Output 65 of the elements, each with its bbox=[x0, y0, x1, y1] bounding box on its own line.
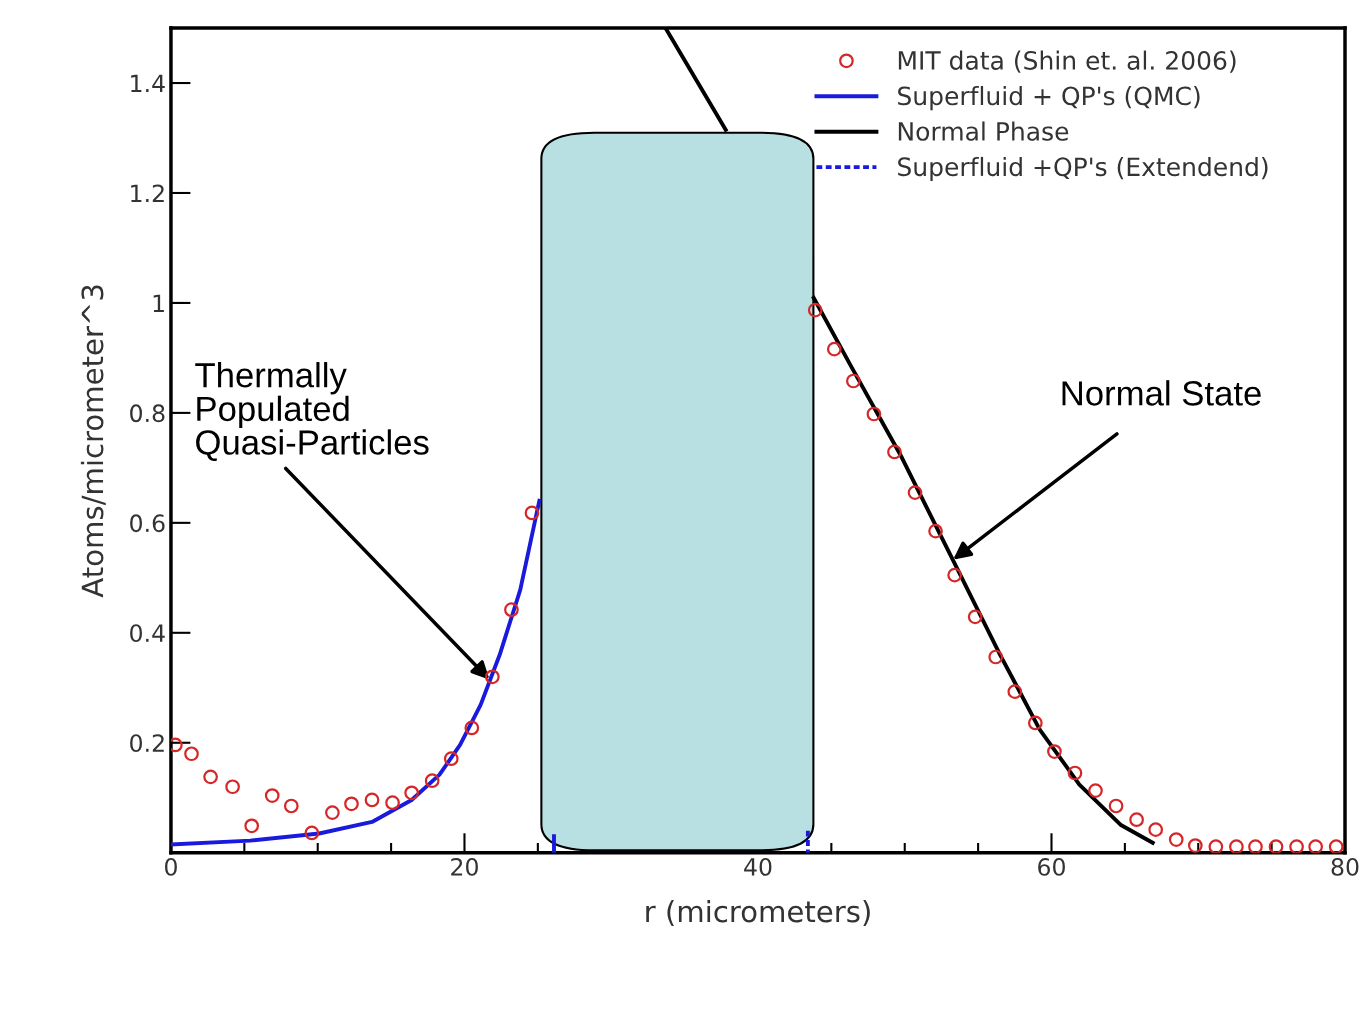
x-axis-title: r (micrometers) bbox=[646, 899, 870, 926]
point bbox=[907, 485, 923, 500]
point bbox=[928, 523, 943, 539]
y-tick-label: 1 bbox=[153, 294, 164, 312]
point bbox=[846, 373, 861, 389]
point bbox=[304, 825, 320, 841]
y-tick-label: 0.6 bbox=[130, 514, 165, 533]
annotation: Thermally Populated Quasi-Particles bbox=[195, 362, 429, 462]
point bbox=[967, 609, 983, 625]
point bbox=[1248, 839, 1263, 853]
point bbox=[1168, 832, 1184, 847]
x-tick-label: 20 bbox=[451, 858, 478, 876]
point bbox=[887, 444, 902, 460]
point bbox=[443, 751, 459, 767]
point bbox=[1187, 838, 1203, 853]
x-tick-label: 80 bbox=[1331, 858, 1359, 876]
point bbox=[807, 302, 823, 318]
point bbox=[485, 669, 500, 685]
point bbox=[1047, 744, 1062, 759]
point bbox=[244, 818, 260, 834]
point bbox=[385, 795, 400, 811]
x-tick-label: 60 bbox=[1038, 858, 1065, 876]
y-tick-label: 1.2 bbox=[131, 184, 164, 202]
legend-label: MIT data (Shin et. al. 2006) bbox=[898, 50, 1236, 73]
point bbox=[1268, 839, 1284, 853]
point bbox=[1328, 839, 1344, 853]
point bbox=[1229, 839, 1244, 853]
point bbox=[866, 406, 882, 422]
point bbox=[364, 792, 380, 808]
point bbox=[344, 796, 359, 812]
y-tick-label: 0.2 bbox=[130, 734, 164, 753]
point bbox=[325, 805, 340, 820]
point bbox=[203, 769, 218, 785]
point bbox=[826, 341, 842, 357]
point bbox=[1088, 783, 1103, 798]
legend-label: Superfluid + QP's (QMC) bbox=[898, 86, 1200, 111]
point bbox=[504, 602, 519, 618]
x-tick-label: 40 bbox=[744, 858, 772, 876]
legend-label: Superfluid +QP's (Extendend) bbox=[898, 156, 1268, 182]
point bbox=[524, 505, 540, 521]
y-tick-label: 1.4 bbox=[131, 74, 165, 92]
point bbox=[947, 567, 962, 583]
y-axis-title: Atoms/micrometer^3 bbox=[80, 285, 106, 598]
point bbox=[404, 785, 419, 801]
point bbox=[1027, 715, 1043, 731]
x-tick-label: 0 bbox=[165, 858, 177, 876]
point bbox=[988, 649, 1004, 665]
point bbox=[1208, 839, 1224, 853]
y-tick-label: 0.4 bbox=[130, 624, 165, 643]
annotation: Normal State bbox=[1062, 380, 1261, 406]
point bbox=[464, 720, 480, 736]
point bbox=[1108, 798, 1124, 814]
point bbox=[264, 788, 280, 803]
point bbox=[1289, 839, 1304, 853]
point bbox=[184, 746, 199, 762]
point bbox=[225, 779, 240, 795]
legend-label: Normal Phase bbox=[898, 121, 1069, 141]
point bbox=[1148, 822, 1164, 837]
point bbox=[1067, 765, 1083, 781]
point bbox=[1308, 839, 1324, 853]
point bbox=[283, 798, 299, 814]
point bbox=[1129, 812, 1144, 828]
point bbox=[424, 773, 440, 789]
point bbox=[1007, 684, 1023, 699]
y-tick-label: 0.8 bbox=[130, 404, 165, 423]
